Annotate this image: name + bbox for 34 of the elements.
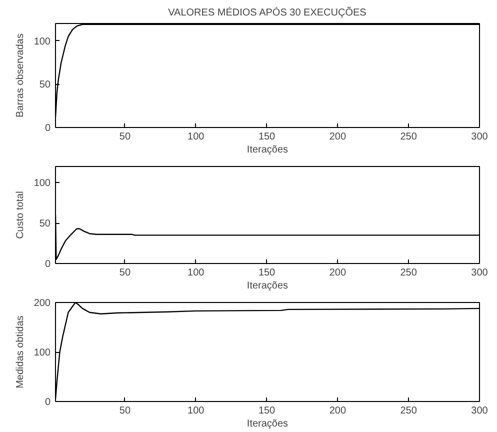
x-tick-label: 100: [188, 268, 205, 278]
y-tick-label: 50: [39, 80, 51, 91]
x-tick-label: 50: [119, 132, 131, 142]
x-axis-title: Iterações: [246, 144, 288, 156]
y-tick-label: 200: [34, 298, 51, 309]
x-axis-title: Iterações: [246, 280, 288, 292]
y-tick-label: 50: [39, 218, 51, 230]
x-tick-label: 100: [188, 132, 205, 142]
x-tick-label: 250: [400, 132, 418, 142]
x-tick-label: 300: [471, 268, 488, 278]
x-tick-label: 250: [400, 406, 418, 416]
x-tick-label: 150: [258, 406, 276, 416]
x-tick-label: 50: [119, 406, 131, 416]
x-tick-label: 200: [329, 268, 346, 278]
y-tick-label: 100: [34, 178, 51, 190]
x-tick-label: 150: [258, 132, 276, 142]
y-tick-label: 0: [44, 259, 51, 270]
y-tick-label: 100: [34, 36, 51, 48]
chart-title: VALORES MÉDIOS APÓS 30 EXECUÇÕES: [168, 6, 367, 18]
x-tick-label: 100: [188, 406, 205, 416]
x-tick-label: 50: [119, 268, 131, 278]
y-axis-title: Barras observadas: [14, 34, 26, 118]
y-axis-title: Medidas obtidas: [14, 316, 26, 388]
y-tick-label: 100: [34, 348, 51, 358]
x-tick-label: 250: [400, 268, 418, 278]
x-tick-label: 200: [329, 406, 346, 416]
x-tick-label: 300: [471, 406, 488, 416]
x-tick-label: 300: [471, 132, 488, 142]
y-tick-label: 0: [44, 397, 51, 408]
y-tick-label: 0: [44, 123, 51, 134]
x-tick-label: 150: [258, 268, 276, 278]
x-axis-title: Iterações: [246, 418, 288, 430]
y-axis-title: Custo total: [14, 191, 26, 239]
x-tick-label: 200: [329, 132, 346, 142]
